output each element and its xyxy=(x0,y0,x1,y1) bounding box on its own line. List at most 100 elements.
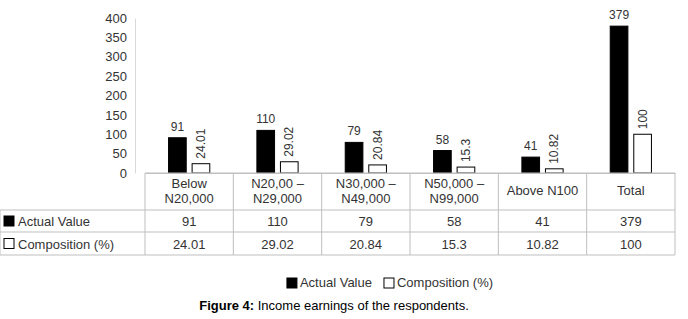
x-tick-label: Total xyxy=(617,183,645,198)
legend-item: Composition (%) xyxy=(384,275,493,290)
legend: Actual Value Composition (%) xyxy=(287,275,493,290)
bar xyxy=(522,157,540,173)
x-tick: N30,000 –N49,000 xyxy=(336,176,397,206)
table-line xyxy=(410,173,411,255)
data-label: 379 xyxy=(609,8,629,22)
table-line xyxy=(0,232,675,233)
data-labels: 9111079584137924.0129.0220.8415.310.8210… xyxy=(171,8,650,164)
y-axis-line xyxy=(135,19,136,174)
table-line xyxy=(675,173,676,255)
legend-label: Actual Value xyxy=(300,275,372,290)
bar xyxy=(457,167,475,173)
x-tick-label-line: N50,000 – xyxy=(424,176,485,191)
x-tick-label: N30,000 –N49,000 xyxy=(336,176,397,206)
x-tick-label-line: N20,000 xyxy=(165,191,214,206)
y-tick-label: 350 xyxy=(105,30,127,45)
table-line xyxy=(145,173,675,174)
table-line xyxy=(586,173,587,255)
y-axis: 0 50 100 150 200 250 300 350 400 xyxy=(105,11,135,181)
x-tick-label: Above N100 xyxy=(507,183,579,198)
x-tick: BelowN20,000 xyxy=(165,176,214,206)
caption-rest: Income earnings of the respondents. xyxy=(254,298,469,313)
table-row-label: Actual Value xyxy=(18,214,90,229)
data-label: 29.02 xyxy=(282,126,296,156)
table-value: 91 xyxy=(182,214,196,229)
x-tick: N20,00 –N29,000 xyxy=(251,176,305,206)
bar xyxy=(545,169,563,173)
x-axis: BelowN20,000 N20,00 –N29,000 N30,000 –N49,… xyxy=(146,174,676,207)
y-tick: 400 xyxy=(105,11,135,26)
chart-root: 0 50 100 150 200 250 300 350 400 91 110 79 58 41 379 24… xyxy=(0,0,688,319)
x-tick: Above N100 xyxy=(507,183,579,198)
y-tick: 0 xyxy=(120,166,135,181)
table-line xyxy=(145,173,146,255)
table-line xyxy=(0,210,675,211)
y-tick: 350 xyxy=(105,30,135,45)
bar xyxy=(634,134,652,173)
table-value: 379 xyxy=(620,214,642,229)
y-tick-label: 100 xyxy=(105,127,127,142)
x-tick: Total xyxy=(617,183,645,198)
x-tick-label-line: Total xyxy=(617,183,645,198)
bar xyxy=(369,165,387,173)
data-label: 79 xyxy=(347,124,361,138)
bar xyxy=(257,130,275,173)
table-value: 24.01 xyxy=(173,237,206,252)
x-tick-label-line: Below xyxy=(171,176,207,191)
bar xyxy=(192,164,210,173)
bar xyxy=(345,142,363,173)
legend-key xyxy=(287,278,297,288)
table-row-label: Composition (%) xyxy=(18,237,114,252)
bar xyxy=(280,162,298,173)
y-tick: 100 xyxy=(105,127,135,142)
bar xyxy=(610,26,628,173)
table-line xyxy=(233,173,234,255)
table-line xyxy=(0,210,1,255)
table-value: 110 xyxy=(267,214,288,229)
x-tick-label-line: N20,00 – xyxy=(251,176,305,191)
legend-item: Actual Value xyxy=(287,275,372,290)
y-tick-label: 250 xyxy=(105,69,127,84)
legend-key xyxy=(384,278,394,288)
y-tick: 250 xyxy=(105,69,135,84)
data-label: 110 xyxy=(256,112,275,126)
table-key xyxy=(4,239,14,249)
table-value: 41 xyxy=(535,214,549,229)
y-tick-label: 300 xyxy=(105,49,127,64)
table-line xyxy=(321,173,322,255)
data-label: 91 xyxy=(171,120,185,134)
y-tick-label: 200 xyxy=(105,88,127,103)
x-tick-label: N50,000 –N99,000 xyxy=(424,176,485,206)
table-key xyxy=(4,216,14,226)
y-tick-label: 0 xyxy=(120,166,127,181)
table-value: 29.02 xyxy=(261,237,294,252)
y-tick-label: 400 xyxy=(105,11,127,26)
y-tick: 300 xyxy=(105,49,135,64)
bar xyxy=(434,151,452,173)
y-tick-label: 50 xyxy=(113,146,127,161)
data-label: 58 xyxy=(436,133,450,147)
x-tick-label: N20,00 –N29,000 xyxy=(251,176,305,206)
bars xyxy=(169,26,652,173)
data-label: 10.82 xyxy=(547,133,561,163)
x-axis-line xyxy=(146,173,676,174)
data-label: 100 xyxy=(636,109,650,129)
table-line xyxy=(0,255,675,256)
x-tick-label-line: N30,000 – xyxy=(336,176,397,191)
table-value: 10.82 xyxy=(526,237,559,252)
y-tick: 150 xyxy=(105,108,135,123)
table-value: 15.3 xyxy=(442,237,467,252)
caption: Figure 4: Income earnings of the respond… xyxy=(199,298,469,313)
data-label: 15.3 xyxy=(459,138,473,162)
table-value: 100 xyxy=(620,237,642,252)
y-tick-label: 150 xyxy=(105,108,127,123)
table-value: 79 xyxy=(359,214,373,229)
table-value: 20.84 xyxy=(350,237,383,252)
data-label: 24.01 xyxy=(194,128,208,158)
bar xyxy=(169,138,187,173)
data-table: Actual Value91110795841379Composition (%… xyxy=(0,173,675,255)
data-label: 20.84 xyxy=(371,130,385,160)
y-tick: 200 xyxy=(105,88,135,103)
x-tick-label-line: N49,000 xyxy=(341,191,390,206)
x-tick-label-line: Above N100 xyxy=(507,183,579,198)
